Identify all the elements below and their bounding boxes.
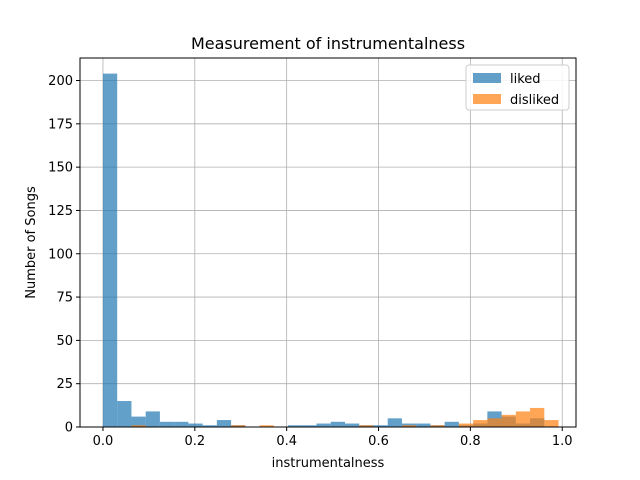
histogram-bar-liked	[387, 418, 402, 427]
y-tick-label: 175	[48, 117, 73, 132]
histogram-bar-liked	[416, 423, 431, 427]
legend-label-liked: liked	[510, 72, 541, 87]
chart-title: Measurement of instrumentalness	[191, 34, 465, 53]
x-tick-label: 0.6	[368, 434, 389, 449]
histogram-bar-liked	[188, 423, 203, 427]
histogram-bar-liked	[316, 423, 331, 427]
histogram-bars	[102, 73, 559, 427]
x-axis-label: instrumentalness	[272, 456, 385, 471]
y-tick-label: 75	[56, 291, 73, 306]
axis-ticks: 0.0 0.2 0.4 0.6 0.8 1.0 0 25 50 75 100 125 150 175 200	[48, 74, 572, 449]
histogram-bar-liked	[102, 73, 118, 427]
histogram-bar-liked	[202, 425, 217, 427]
y-tick-label: 100	[48, 247, 73, 262]
histogram-bar-disliked	[231, 425, 246, 427]
histogram-bar-disliked	[473, 420, 488, 427]
histogram-bar-disliked	[487, 418, 502, 427]
histogram-bar-liked	[131, 416, 146, 427]
y-axis-label: Number of Songs	[24, 186, 39, 299]
histogram-bar-disliked	[501, 414, 516, 427]
histogram-bar-disliked	[359, 425, 374, 427]
x-tick-label: 0.4	[276, 434, 297, 449]
histogram-bar-liked	[145, 411, 160, 427]
histogram-bar-disliked	[544, 420, 559, 427]
y-tick-label: 150	[48, 161, 73, 176]
histogram-bar-liked	[373, 425, 388, 427]
histogram-bar-disliked	[131, 425, 146, 427]
histogram-bar-disliked	[530, 407, 545, 427]
histogram-bar-disliked	[430, 425, 445, 427]
histogram-bar-disliked	[515, 411, 531, 427]
legend-swatch-disliked	[473, 94, 501, 104]
histogram-bar-liked	[288, 425, 303, 427]
x-tick-label: 0.0	[93, 434, 114, 449]
y-tick-label: 0	[65, 421, 73, 436]
histogram-bar-liked	[330, 421, 345, 427]
legend-swatch-liked	[473, 73, 501, 83]
histogram-bar-liked	[216, 420, 232, 427]
legend-label-disliked: disliked	[510, 93, 559, 108]
x-tick-label: 1.0	[552, 434, 573, 449]
histogram-bar-liked	[159, 421, 175, 427]
histogram-bar-disliked	[401, 425, 417, 427]
histogram-bar-disliked	[458, 423, 474, 427]
y-tick-label: 200	[48, 74, 73, 89]
y-tick-label: 125	[48, 204, 73, 219]
histogram-bar-liked	[174, 421, 189, 427]
x-tick-label: 0.2	[184, 434, 205, 449]
histogram-bar-liked	[117, 401, 132, 427]
histogram-bar-liked	[344, 423, 360, 427]
y-tick-label: 25	[56, 377, 73, 392]
x-tick-label: 0.8	[460, 434, 481, 449]
histogram-bar-disliked	[259, 425, 274, 427]
histogram-bar-liked	[302, 425, 317, 427]
plot-frame	[79, 57, 577, 428]
grid-lines	[80, 58, 576, 428]
histogram-bar-liked	[444, 421, 459, 427]
legend: liked disliked	[465, 64, 570, 111]
y-tick-label: 50	[56, 334, 73, 349]
